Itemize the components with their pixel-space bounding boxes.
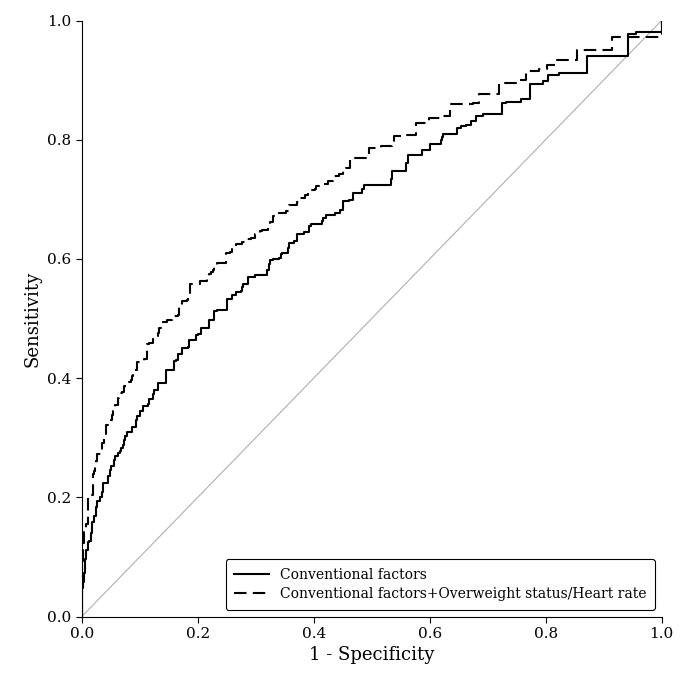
Legend: Conventional factors, Conventional factors+Overweight status/Heart rate: Conventional factors, Conventional facto… <box>226 560 655 610</box>
Y-axis label: Sensitivity: Sensitivity <box>24 271 42 366</box>
X-axis label: 1 - Specificity: 1 - Specificity <box>309 647 434 664</box>
